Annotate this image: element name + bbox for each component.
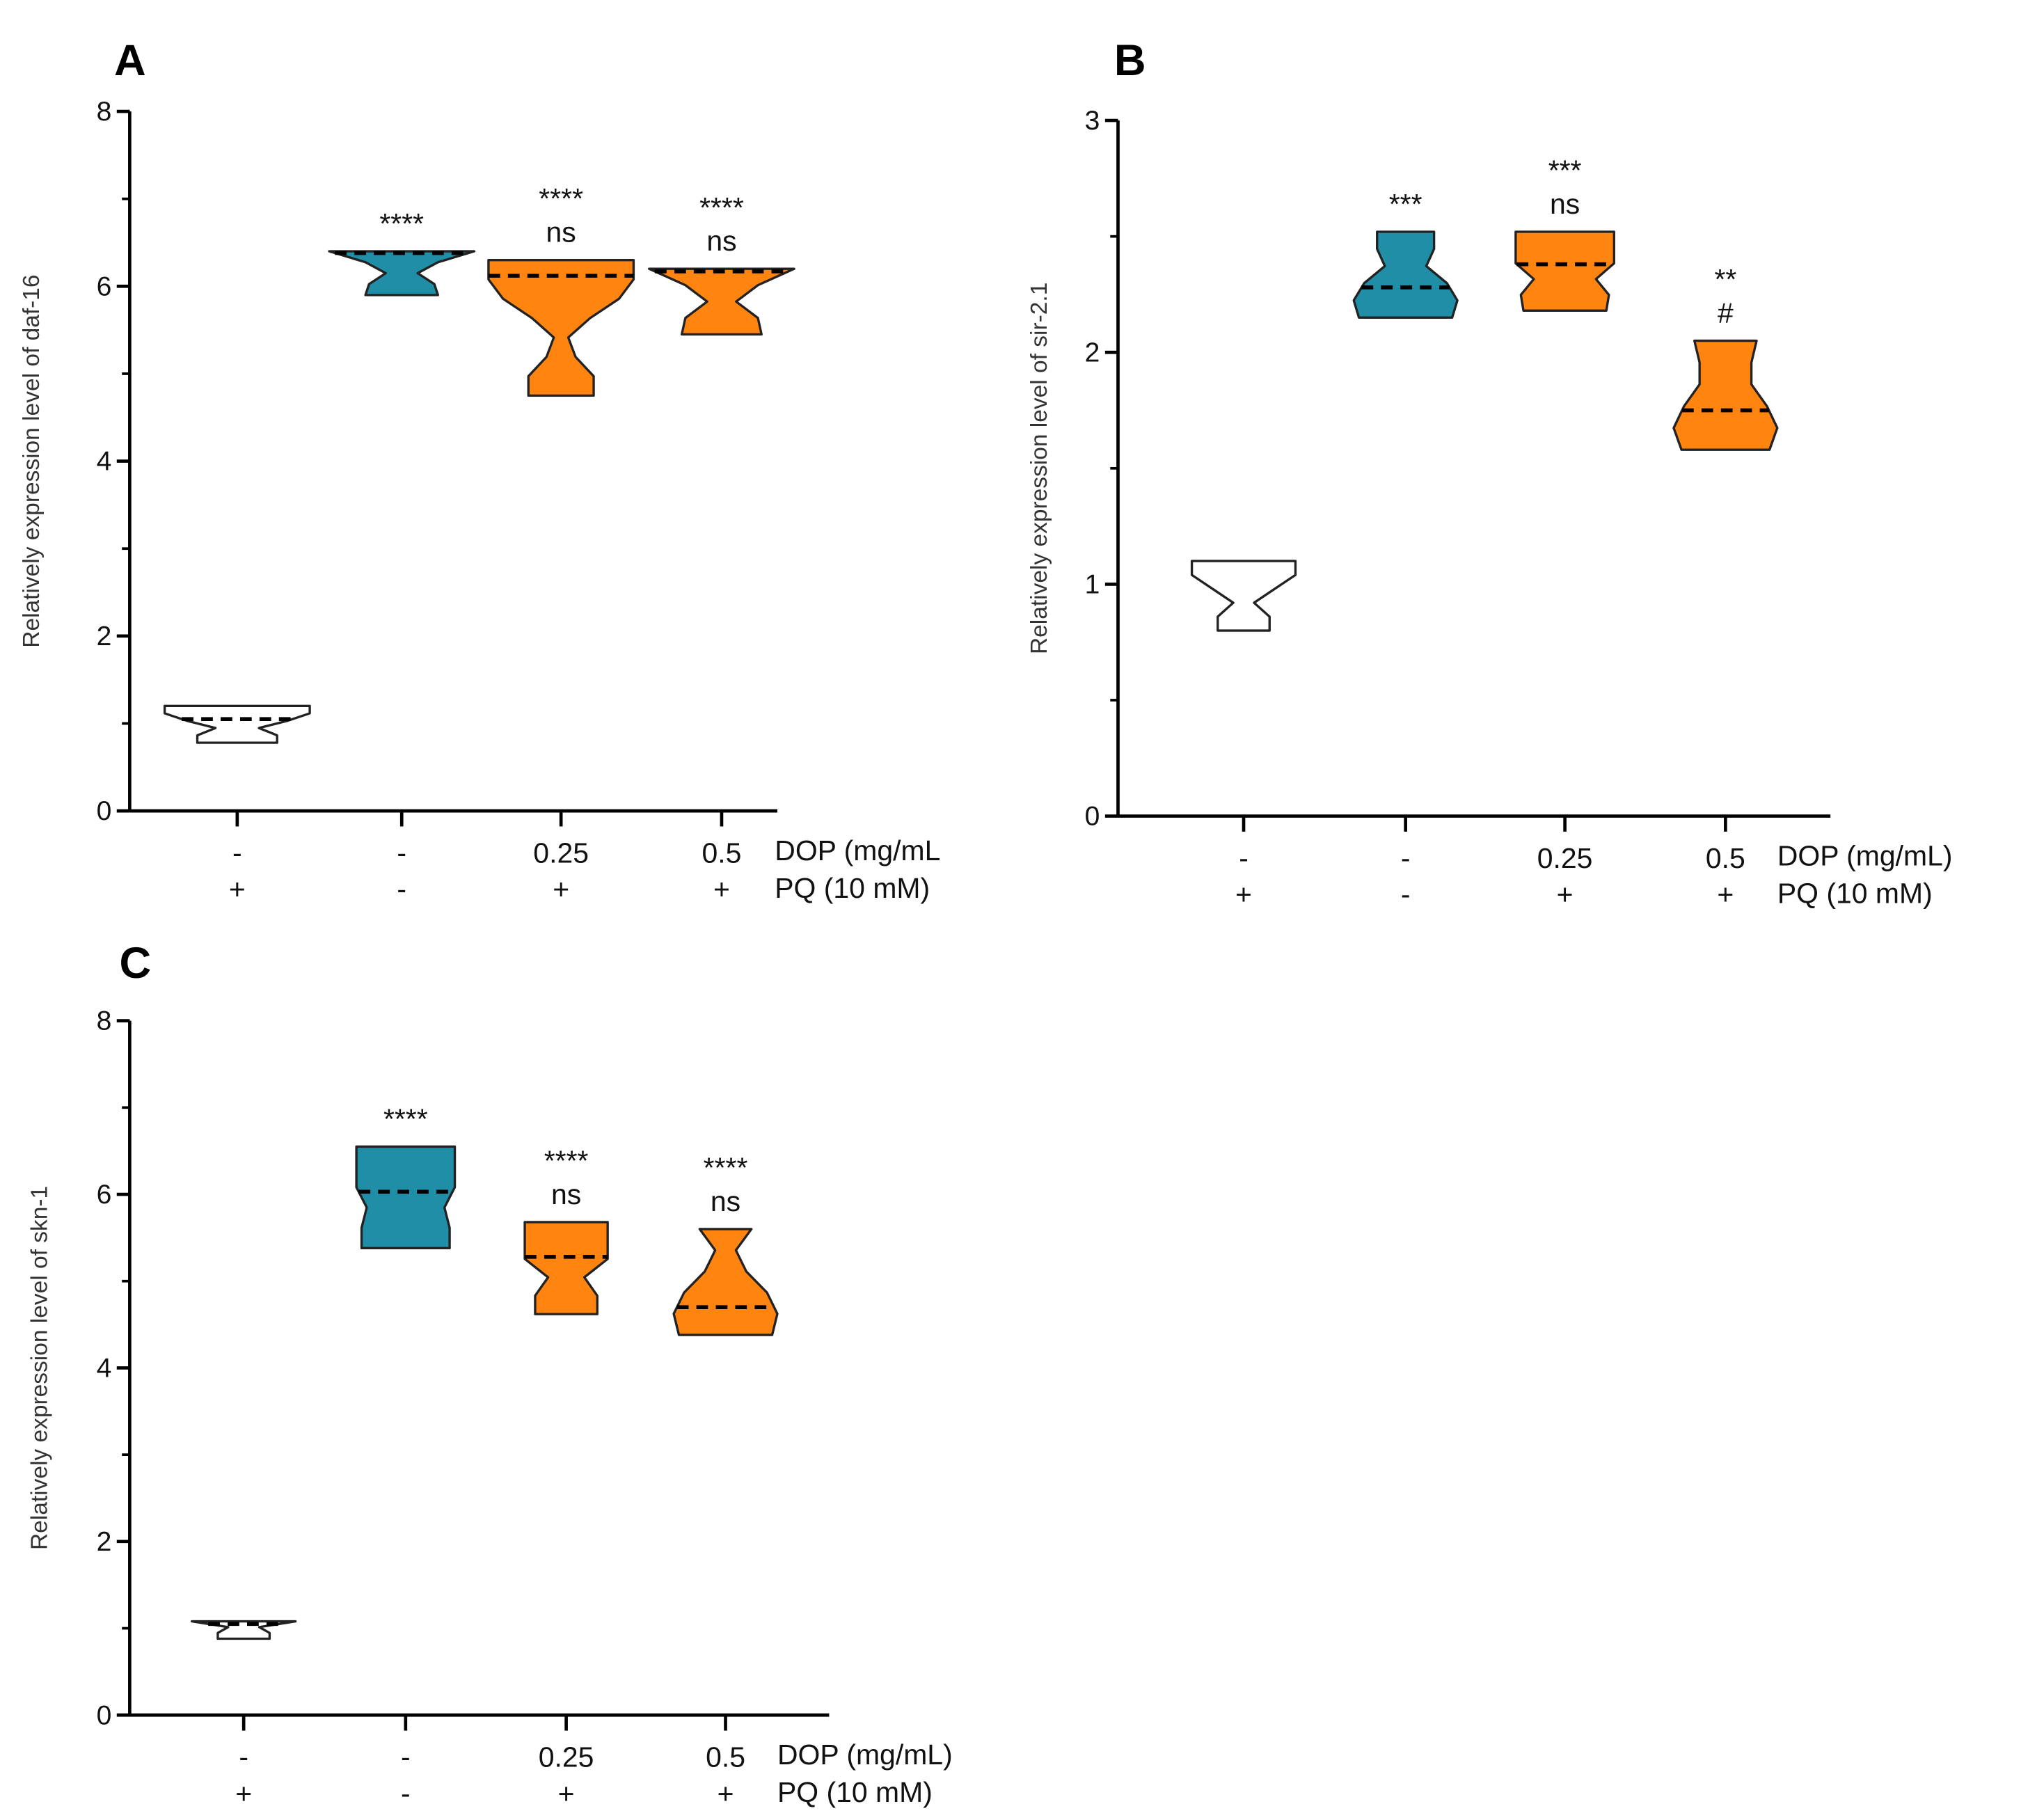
- significance-label: ****: [699, 191, 744, 223]
- pq-label: +: [1557, 878, 1574, 910]
- panel-B: B 0 1 2 3 Relatively expression level of sir-…: [1027, 36, 1952, 910]
- dop-label: -: [1239, 842, 1249, 874]
- violin-control: [1190, 560, 1297, 632]
- pq-label: +: [1717, 878, 1734, 910]
- y-tick-label: 6: [97, 271, 112, 301]
- significance-label: ****: [704, 1151, 748, 1183]
- significance-label: ****: [544, 1144, 589, 1176]
- violin-dop: [1672, 339, 1779, 451]
- significance-label: ****: [379, 207, 424, 239]
- y-tick-label: 3: [1085, 106, 1100, 136]
- dop-label: -: [401, 1741, 411, 1773]
- significance-label: ns: [711, 1185, 740, 1217]
- violin-dop: [523, 1221, 609, 1315]
- y-tick-label: 8: [97, 1006, 112, 1036]
- significance-label: **: [1714, 263, 1736, 295]
- dop-label: -: [397, 837, 406, 869]
- violin-dop: [487, 258, 635, 397]
- pq-label: +: [229, 873, 246, 905]
- y-tick-label: 0: [97, 796, 112, 826]
- y-tick-label: 2: [1085, 338, 1100, 367]
- significance-label: ***: [1389, 188, 1422, 220]
- panel-A: A 0 2 4 6 8 Relatively expression level of daf…: [19, 36, 940, 905]
- pq-row-label: PQ (10 mM): [1777, 877, 1933, 909]
- y-tick-label: 6: [97, 1180, 112, 1210]
- violin-dop: [648, 267, 795, 336]
- y-tick-label: 0: [97, 1700, 112, 1730]
- pq-label: +: [1235, 878, 1252, 910]
- violin-pq: [328, 250, 476, 296]
- significance-label: ns: [551, 1178, 581, 1210]
- violin-dop: [672, 1228, 779, 1336]
- pq-label: +: [718, 1778, 734, 1810]
- y-tick-label: 2: [97, 1527, 112, 1557]
- pq-label: +: [553, 873, 569, 905]
- dop-label: 0.5: [1706, 842, 1745, 874]
- dop-label: -: [232, 837, 242, 869]
- y-tick-label: 4: [97, 447, 112, 477]
- violin-control: [191, 1620, 297, 1640]
- pq-row-label: PQ (10 mM): [775, 872, 930, 904]
- panel-letter: C: [119, 939, 151, 988]
- pq-label: +: [558, 1778, 575, 1810]
- panel-C: C 0 2 4 6 8 Relatively expression level of skn…: [26, 939, 952, 1810]
- dop-row-label: DOP (mg/mL: [775, 834, 940, 867]
- violin-control: [163, 704, 311, 744]
- dop-label: 0.25: [533, 837, 589, 869]
- panel-letter: B: [1114, 36, 1146, 85]
- significance-label: ****: [383, 1102, 428, 1134]
- significance-label: ***: [1548, 155, 1582, 187]
- pq-row-label: PQ (10 mM): [777, 1776, 933, 1808]
- dop-row-label: DOP (mg/mL): [777, 1739, 953, 1771]
- significance-label: #: [1718, 297, 1734, 329]
- pq-label: -: [397, 873, 406, 905]
- pq-label: -: [1401, 878, 1411, 910]
- significance-label: ns: [546, 216, 576, 248]
- y-tick-label: 0: [1085, 802, 1100, 832]
- y-axis-label: Relatively expression level of daf-16: [19, 274, 45, 647]
- significance-label: ****: [539, 182, 583, 214]
- significance-label: ns: [1550, 188, 1580, 220]
- y-tick-label: 8: [97, 97, 112, 127]
- violin-pq: [1352, 230, 1459, 319]
- dop-label: 0.5: [706, 1741, 745, 1773]
- dop-label: -: [239, 1741, 248, 1773]
- dop-label: 0.25: [1537, 842, 1593, 874]
- panel-letter: A: [114, 36, 146, 85]
- y-axis-label: Relatively expression level of sir-2.1: [1027, 283, 1052, 654]
- pq-label: -: [401, 1778, 411, 1810]
- dop-label: 0.5: [702, 837, 741, 869]
- y-tick-label: 2: [97, 622, 112, 651]
- y-tick-label: 1: [1085, 569, 1100, 599]
- violin-dop: [1514, 230, 1615, 312]
- violin-pq: [355, 1145, 457, 1250]
- dop-label: -: [1401, 842, 1411, 874]
- y-tick-label: 4: [97, 1353, 112, 1383]
- pq-label: +: [713, 873, 730, 905]
- y-axis-label: Relatively expression level of skn-1: [26, 1186, 52, 1550]
- dop-label: 0.25: [539, 1741, 594, 1773]
- pq-label: +: [235, 1778, 252, 1810]
- significance-label: ns: [706, 225, 736, 257]
- dop-row-label: DOP (mg/mL): [1777, 839, 1953, 871]
